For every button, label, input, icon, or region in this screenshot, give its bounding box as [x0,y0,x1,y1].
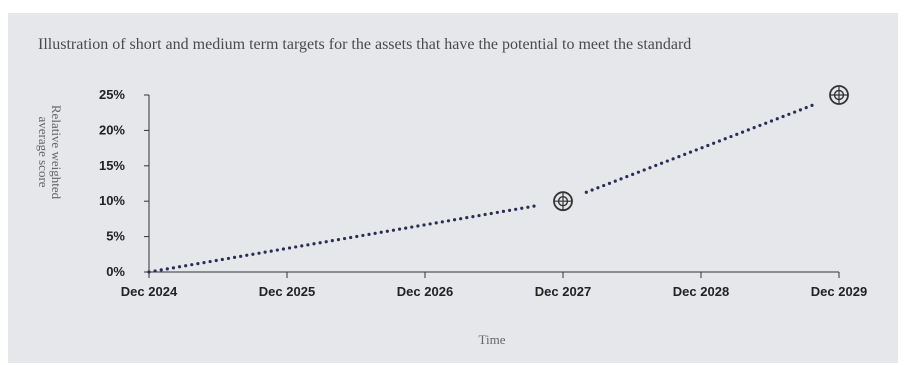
y-tick-label: 20% [99,122,125,137]
x-tick-label: Dec 2028 [673,284,729,299]
y-tick-label: 10% [99,193,125,208]
x-tick-label: Dec 2029 [811,284,867,299]
x-tick-label: Dec 2025 [259,284,315,299]
target-marker-icon [829,85,849,105]
chart-title: Illustration of short and medium term ta… [38,36,692,53]
target-marker-icon [553,191,573,212]
chart-panel [8,13,898,363]
series-line-segment [584,102,818,194]
y-tick-label: 5% [106,229,125,244]
y-tick-label: 25% [99,87,125,102]
x-tick-label: Dec 2027 [535,284,591,299]
series-line-segment [147,203,540,274]
x-axis-label: Time [478,332,506,347]
x-tick-label: Dec 2026 [397,284,453,299]
y-tick-label: 15% [99,158,125,173]
y-tick-label: 0% [106,264,125,279]
x-tick-label: Dec 2024 [121,284,178,299]
